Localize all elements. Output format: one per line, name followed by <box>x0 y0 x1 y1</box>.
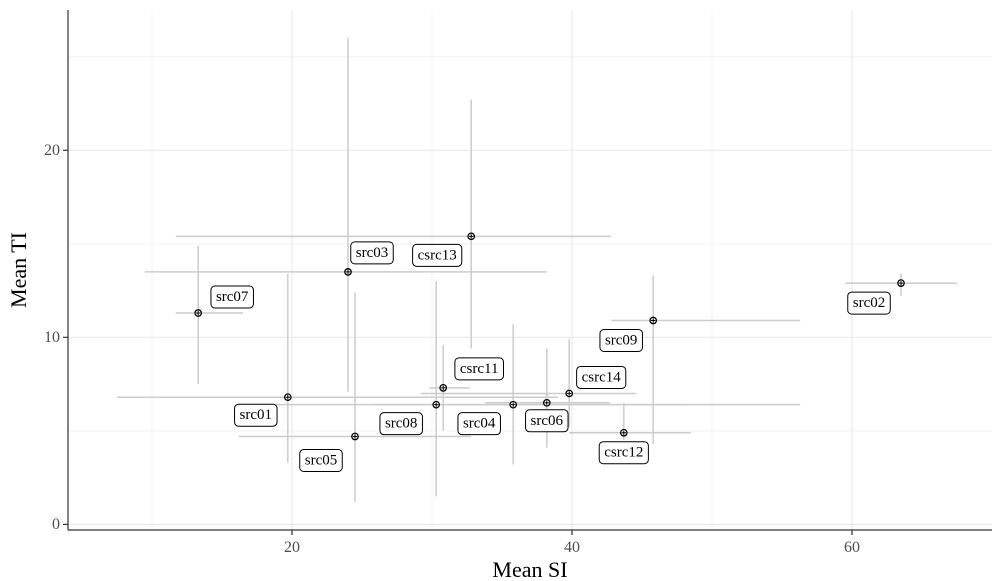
y-tick-label: 0 <box>52 516 60 533</box>
point-label-box <box>576 365 627 389</box>
point-label-src02: src02 <box>847 291 891 315</box>
y-tick-label: 10 <box>44 329 60 346</box>
point-label-text: src02 <box>853 295 886 311</box>
point-label-box <box>598 441 649 465</box>
point-label-text: csrc13 <box>418 247 457 263</box>
point-label-src04: src04 <box>457 412 501 436</box>
point-label-box <box>525 409 569 433</box>
x-tick-label: 40 <box>564 539 580 556</box>
point-label-text: src08 <box>385 416 418 432</box>
point-label-text: src09 <box>605 333 638 349</box>
y-axis-title: Mean TI <box>6 232 31 308</box>
point-label-box <box>299 448 343 472</box>
point-label-text: src07 <box>216 289 249 305</box>
point-label-box <box>234 403 278 427</box>
point-label-csrc11: csrc11 <box>454 357 504 381</box>
point-label-box <box>457 412 501 436</box>
point-label-box <box>412 243 463 267</box>
point-label-csrc14: csrc14 <box>576 365 627 389</box>
plot-panel <box>68 10 992 530</box>
point-label-src07: src07 <box>210 285 254 309</box>
point-label-src09: src09 <box>599 329 643 353</box>
point-label-csrc12: csrc12 <box>598 441 649 465</box>
point-label-box <box>599 329 643 353</box>
x-tick-label: 60 <box>844 539 860 556</box>
point-label-src01: src01 <box>234 403 278 427</box>
point-label-box <box>454 357 504 381</box>
x-axis-title: Mean SI <box>492 557 567 581</box>
x-tick-label: 20 <box>284 539 300 556</box>
point-label-text: csrc14 <box>582 369 622 385</box>
point-label-text: csrc11 <box>460 361 499 377</box>
point-label-csrc13: csrc13 <box>412 243 463 267</box>
point-label-box <box>350 241 394 265</box>
point-label-src06: src06 <box>525 409 569 433</box>
y-tick-label: 20 <box>44 142 60 159</box>
point-label-src05: src05 <box>299 448 343 472</box>
point-label-src08: src08 <box>379 412 423 436</box>
point-label-text: src03 <box>356 245 389 261</box>
point-label-box <box>210 285 254 309</box>
point-label-text: src01 <box>240 407 273 423</box>
point-label-src03: src03 <box>350 241 394 265</box>
point-label-text: src05 <box>305 452 338 468</box>
point-label-box <box>847 291 891 315</box>
point-label-box <box>379 412 423 436</box>
point-label-text: src06 <box>531 413 564 429</box>
point-label-text: csrc12 <box>604 445 643 461</box>
point-label-text: src04 <box>463 416 496 432</box>
